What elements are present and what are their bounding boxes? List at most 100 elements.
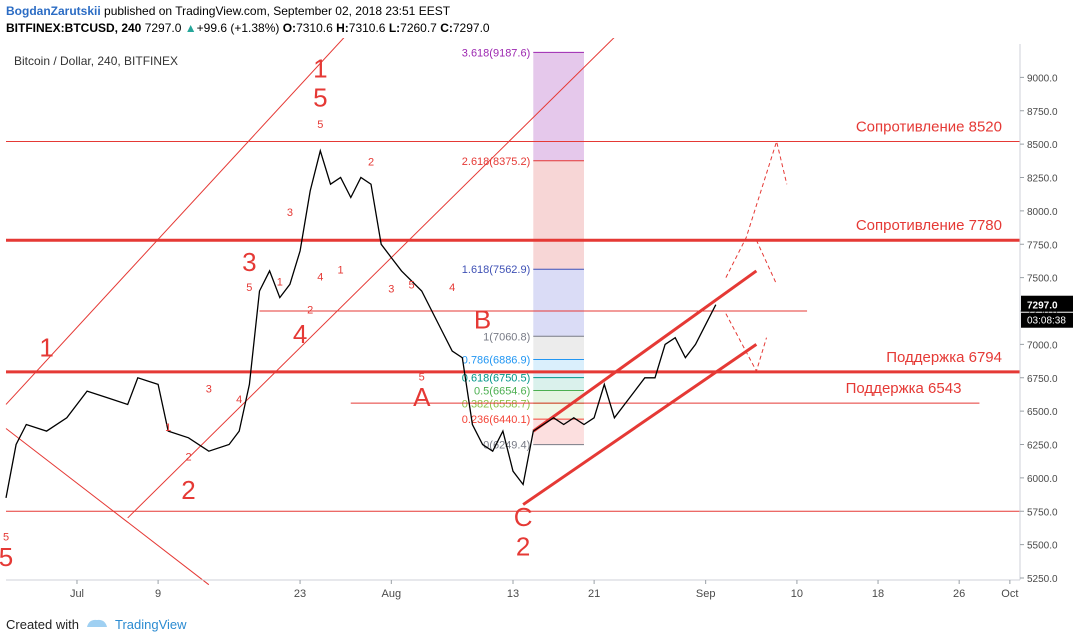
fib-band — [533, 390, 584, 404]
symbol-label: BITFINEX:BTCUSD, 240 — [6, 21, 142, 35]
trend-line — [5, 428, 210, 586]
level-label: Сопротивление 7780 — [856, 217, 1002, 234]
fib-band — [533, 160, 584, 270]
wave-label: 3 — [206, 383, 212, 395]
wave-label: 2 — [181, 475, 195, 505]
wave-label: 5 — [409, 279, 415, 291]
fib-band — [533, 377, 584, 391]
wave-label: 1 — [39, 332, 53, 362]
projection-path — [725, 139, 788, 278]
ohlc-line: BITFINEX:BTCUSD, 240 7297.0 ▲+99.6 (+1.3… — [6, 21, 490, 35]
countdown-badge — [1021, 312, 1073, 328]
time-tick-label: 21 — [588, 588, 600, 600]
time-tick-label: 23 — [294, 588, 306, 600]
wave-label: 5 — [313, 83, 327, 113]
published-text: published on TradingView.com, September … — [104, 4, 451, 18]
price-tick-label: 8750.0 — [1027, 107, 1058, 118]
tradingview-logo-icon — [85, 617, 109, 632]
wave-label: 2 — [185, 452, 191, 464]
level-label: Поддержка 6543 — [846, 380, 962, 397]
chart-title: Bitcoin / Dollar, 240, BITFINEX — [14, 54, 178, 68]
wave-label: 1 — [313, 53, 327, 83]
fib-band — [533, 336, 584, 360]
wave-label: 1 — [165, 422, 171, 434]
wave-label: A — [413, 382, 431, 412]
price-tick-label: 6750.0 — [1027, 374, 1058, 385]
wave-label: 1 — [277, 277, 283, 289]
fib-level-label: 1.618(7562.9) — [462, 264, 531, 276]
fib-level-label: 0.786(6886.9) — [462, 354, 531, 366]
level-label: Сопротивление 8520 — [856, 118, 1002, 135]
fib-band — [533, 419, 584, 445]
wave-label: 3 — [388, 283, 394, 295]
fib-level-label: 0.5(6654.6) — [474, 385, 530, 397]
trend-line — [532, 269, 758, 433]
level-label: Поддержка 6794 — [886, 349, 1002, 366]
time-tick-label: 26 — [953, 588, 965, 600]
time-tick-label: Jul — [70, 588, 84, 600]
price-tick-label: 5750.0 — [1027, 507, 1058, 518]
fib-level-label: 0.618(6750.5) — [462, 373, 531, 385]
wave-label: 5 — [246, 282, 252, 294]
fib-level-label: 0.382(6558.7) — [462, 398, 531, 410]
low-value: 7260.7 — [400, 21, 437, 35]
price-tick-label: 6500.0 — [1027, 407, 1058, 418]
fib-band — [533, 359, 584, 378]
price-tick-label: 6250.0 — [1027, 441, 1058, 452]
price-tick-label: 7750.0 — [1027, 240, 1058, 251]
time-tick-label: Aug — [382, 588, 402, 600]
open-value: 7310.6 — [296, 21, 333, 35]
close-label: C: — [440, 21, 453, 35]
price-tick-label: 5500.0 — [1027, 541, 1058, 552]
fib-level-label: 3.618(9187.6) — [462, 47, 531, 59]
last-price: 7297.0 — [144, 21, 182, 35]
footer: Created with TradingView — [6, 617, 187, 632]
wave-label: C — [514, 502, 533, 532]
wave-label: 1 — [338, 265, 344, 277]
fib-band — [533, 269, 584, 337]
trend-line — [5, 38, 345, 405]
wave-label: 4 — [317, 271, 323, 283]
up-arrow-icon: ▲ — [184, 21, 197, 35]
publish-line: BogdanZarutskii published on TradingView… — [6, 4, 450, 18]
tradingview-brand-link[interactable]: TradingView — [114, 617, 187, 632]
wave-label: 2 — [368, 156, 374, 168]
countdown-label: 03:08:38 — [1027, 316, 1066, 327]
current-price-badge — [1021, 295, 1073, 312]
price-tick-label: 7500.0 — [1027, 274, 1058, 285]
projection-path — [725, 313, 767, 373]
current-price-label: 7297.0 — [1027, 301, 1058, 312]
wave-label: 5 — [0, 542, 13, 572]
wave-label: 4 — [449, 282, 455, 294]
price-series-line — [5, 148, 717, 499]
price-tick-label: 8000.0 — [1027, 207, 1058, 218]
price-tick-label: 8500.0 — [1027, 140, 1058, 151]
price-tick-label: 9000.0 — [1027, 73, 1058, 84]
close-value: 7297.0 — [452, 21, 490, 35]
wave-label: 5 — [419, 371, 425, 383]
wave-label: 4 — [236, 394, 242, 406]
high-label: H: — [336, 21, 349, 35]
price-change: +99.6 (+1.38%) — [196, 21, 280, 35]
wave-label: 3 — [287, 207, 293, 219]
fib-level-label: 2.618(8375.2) — [462, 156, 531, 168]
time-tick-label: 9 — [155, 588, 161, 600]
fib-level-label: 1(7060.8) — [483, 331, 530, 343]
time-tick-label: 18 — [872, 588, 884, 600]
open-label: O: — [282, 21, 297, 35]
fib-band — [533, 52, 584, 161]
wave-label: B — [474, 304, 491, 334]
time-tick-label: Sep — [696, 588, 716, 600]
wave-label: 3 — [242, 247, 256, 277]
wave-label: 4 — [293, 319, 307, 349]
time-tick-label: Oct — [1001, 588, 1018, 600]
price-chart[interactable]: Bitcoin / Dollar, 240, BITFINEX 3.618(91… — [0, 38, 1073, 608]
time-tick-label: 13 — [507, 588, 519, 600]
high-value: 7310.6 — [348, 21, 386, 35]
wave-label: 2 — [516, 531, 530, 561]
author-link[interactable]: BogdanZarutskii — [6, 4, 101, 18]
trend-line — [127, 38, 615, 519]
wave-label: 5 — [3, 532, 9, 544]
price-tick-label: 7250.0 — [1027, 307, 1058, 318]
low-label: L: — [388, 21, 401, 35]
